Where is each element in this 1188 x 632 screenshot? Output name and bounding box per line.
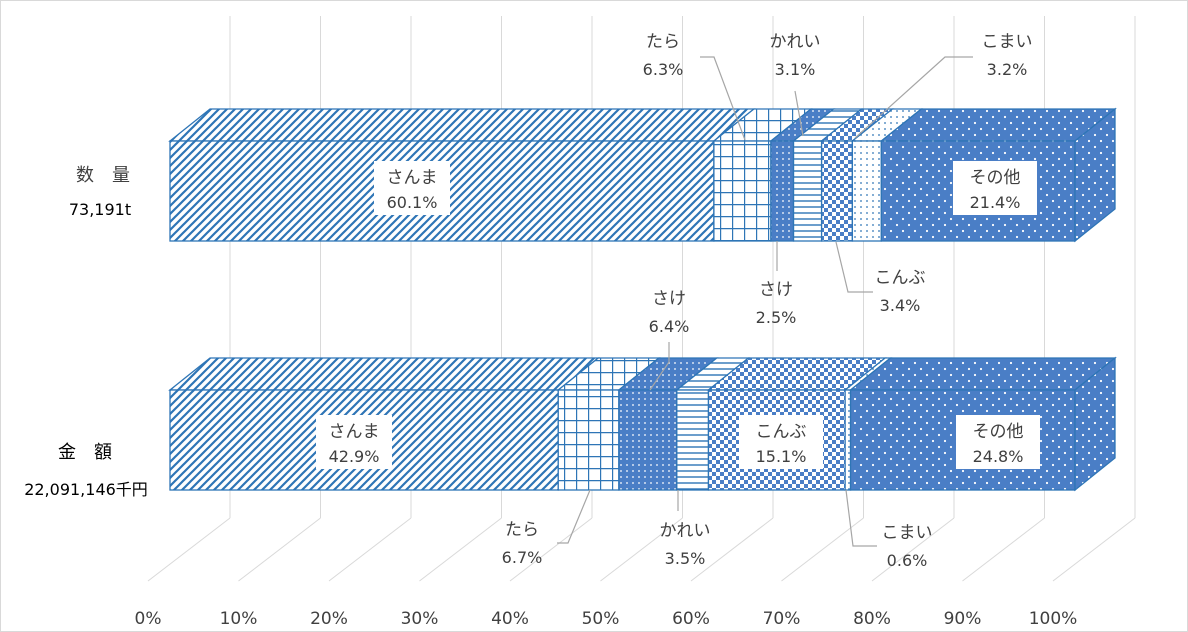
segment-karei: [676, 389, 710, 491]
label-a-komai-name: こまい: [882, 523, 933, 543]
category-total-quantity: 73,191t: [69, 200, 131, 219]
x-tick-label: 90%: [944, 609, 982, 629]
segment-sonota-top: [848, 357, 1117, 391]
leader-a-komai: [845, 489, 877, 547]
label-q-sanma-name: さんま: [387, 168, 438, 188]
label-a-sake-name: さけ: [652, 289, 686, 309]
x-tick-label: 70%: [763, 609, 801, 629]
x-tick-label: 50%: [582, 609, 620, 629]
leader-q-karei: [794, 90, 804, 137]
leader-a-sake: [649, 342, 670, 391]
segment-sanma-top: [168, 108, 756, 142]
gridline-floor: [962, 517, 1045, 582]
segment-sake: [618, 389, 678, 491]
label-q-sanma-value: 60.1%: [387, 193, 438, 212]
label-a-sake-value: 6.4%: [649, 317, 690, 336]
label-q-sonota-name: その他: [970, 168, 1021, 188]
label-a-karei-value: 3.5%: [665, 549, 706, 568]
gridline-floor: [781, 517, 864, 582]
gridline-floor: [328, 517, 412, 582]
label-a-sonota-name: その他: [973, 422, 1024, 442]
label-q-karei-value: 3.1%: [775, 60, 816, 79]
label-q-karei-name: かれい: [770, 32, 821, 52]
leader-q-komai: [854, 56, 973, 139]
gridline-floor: [419, 517, 502, 582]
label-q-sonota-value: 21.4%: [970, 193, 1021, 212]
label-a-komai-value: 0.6%: [887, 551, 928, 570]
x-tick-label: 100%: [1029, 609, 1078, 629]
segment-tara: [713, 140, 772, 242]
segment-karei: [792, 140, 823, 242]
label-a-sonota-value: 24.8%: [973, 447, 1024, 466]
gridline-floor: [509, 517, 593, 582]
segment-konbu: [820, 140, 854, 242]
category-total-amount: 22,091,146千円: [24, 480, 148, 499]
segment-sonota-top: [879, 108, 1117, 142]
label-a-konbu-value: 15.1%: [756, 447, 807, 466]
label-a-konbu-name: こんぶ: [756, 422, 807, 442]
label-q-sonota-box: [953, 161, 1037, 215]
gridline-floor: [690, 517, 774, 582]
segment-sanma-top: [168, 357, 601, 391]
segment-sake: [770, 140, 795, 242]
label-q-sanma-box: [374, 161, 450, 215]
label-a-sanma-name: さんま: [329, 422, 380, 442]
label-q-sake-value: 2.5%: [756, 308, 797, 327]
label-a-sonota-box: [956, 415, 1040, 469]
label-q-konbu-name: こんぶ: [875, 268, 926, 288]
gridline-floor: [1052, 517, 1136, 582]
gridline-floor: [871, 517, 955, 582]
label-q-sake-name: さけ: [759, 280, 793, 300]
label-q-tara-value: 6.3%: [643, 60, 684, 79]
label-a-tara-value: 6.7%: [502, 548, 543, 567]
label-q-konbu-value: 3.4%: [880, 296, 921, 315]
bar-side-face: [1074, 107, 1116, 243]
x-tick-label: 0%: [135, 609, 162, 629]
label-a-karei-name: かれい: [660, 521, 711, 541]
x-tick-label: 10%: [220, 609, 258, 629]
label-a-sanma-box: [316, 415, 392, 469]
label-a-tara-name: たら: [505, 520, 539, 540]
x-tick-label: 20%: [310, 609, 348, 629]
gridline-floor: [147, 517, 231, 582]
segment-komai: [851, 140, 882, 242]
gridline-floor: [238, 517, 321, 582]
x-tick-label: 30%: [401, 609, 439, 629]
leader-a-tara: [557, 489, 591, 544]
category-label-amount: 金 額: [58, 442, 112, 463]
label-a-konbu-box: [739, 415, 823, 469]
leader-q-konbu: [835, 241, 873, 293]
label-a-sanma-value: 42.9%: [329, 447, 380, 466]
gridline-floor: [600, 517, 683, 582]
x-tick-label: 60%: [672, 609, 710, 629]
label-q-komai-value: 3.2%: [987, 60, 1028, 79]
bar-side-face: [1074, 356, 1116, 492]
x-tick-label: 40%: [491, 609, 529, 629]
segment-komai: [844, 389, 852, 491]
category-label-quantity: 数 量: [76, 165, 130, 186]
label-q-tara-name: たら: [646, 32, 680, 52]
label-q-komai-name: こまい: [982, 32, 1033, 52]
segment-tara: [557, 389, 620, 491]
leader-q-tara: [700, 56, 746, 141]
x-tick-label: 80%: [853, 609, 891, 629]
